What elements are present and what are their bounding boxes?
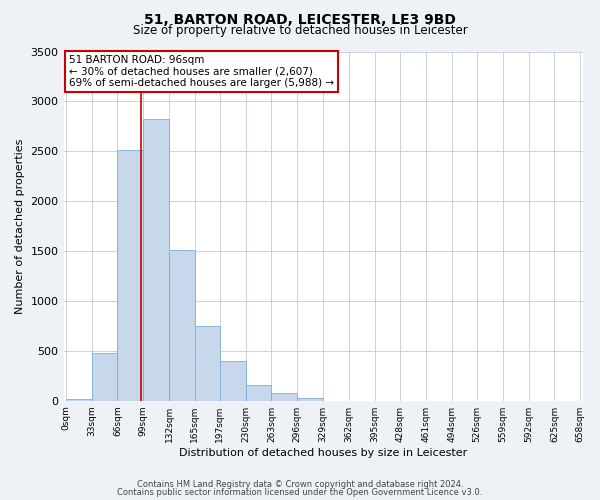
Text: Contains HM Land Registry data © Crown copyright and database right 2024.: Contains HM Land Registry data © Crown c… xyxy=(137,480,463,489)
Y-axis label: Number of detached properties: Number of detached properties xyxy=(15,138,25,314)
Bar xyxy=(92,353,118,401)
Text: 51 BARTON ROAD: 96sqm
← 30% of detached houses are smaller (2,607)
69% of semi-d: 51 BARTON ROAD: 96sqm ← 30% of detached … xyxy=(69,55,334,88)
Text: Contains public sector information licensed under the Open Government Licence v3: Contains public sector information licen… xyxy=(118,488,482,497)
Text: Size of property relative to detached houses in Leicester: Size of property relative to detached ho… xyxy=(133,24,467,37)
Bar xyxy=(271,393,297,400)
Bar xyxy=(169,250,195,400)
Bar xyxy=(66,398,92,400)
Bar xyxy=(220,361,245,401)
Bar xyxy=(297,398,323,400)
Bar xyxy=(118,150,143,400)
Bar xyxy=(245,385,271,400)
Text: 51, BARTON ROAD, LEICESTER, LE3 9BD: 51, BARTON ROAD, LEICESTER, LE3 9BD xyxy=(144,12,456,26)
X-axis label: Distribution of detached houses by size in Leicester: Distribution of detached houses by size … xyxy=(179,448,467,458)
Bar xyxy=(195,326,220,400)
Bar xyxy=(143,120,169,400)
